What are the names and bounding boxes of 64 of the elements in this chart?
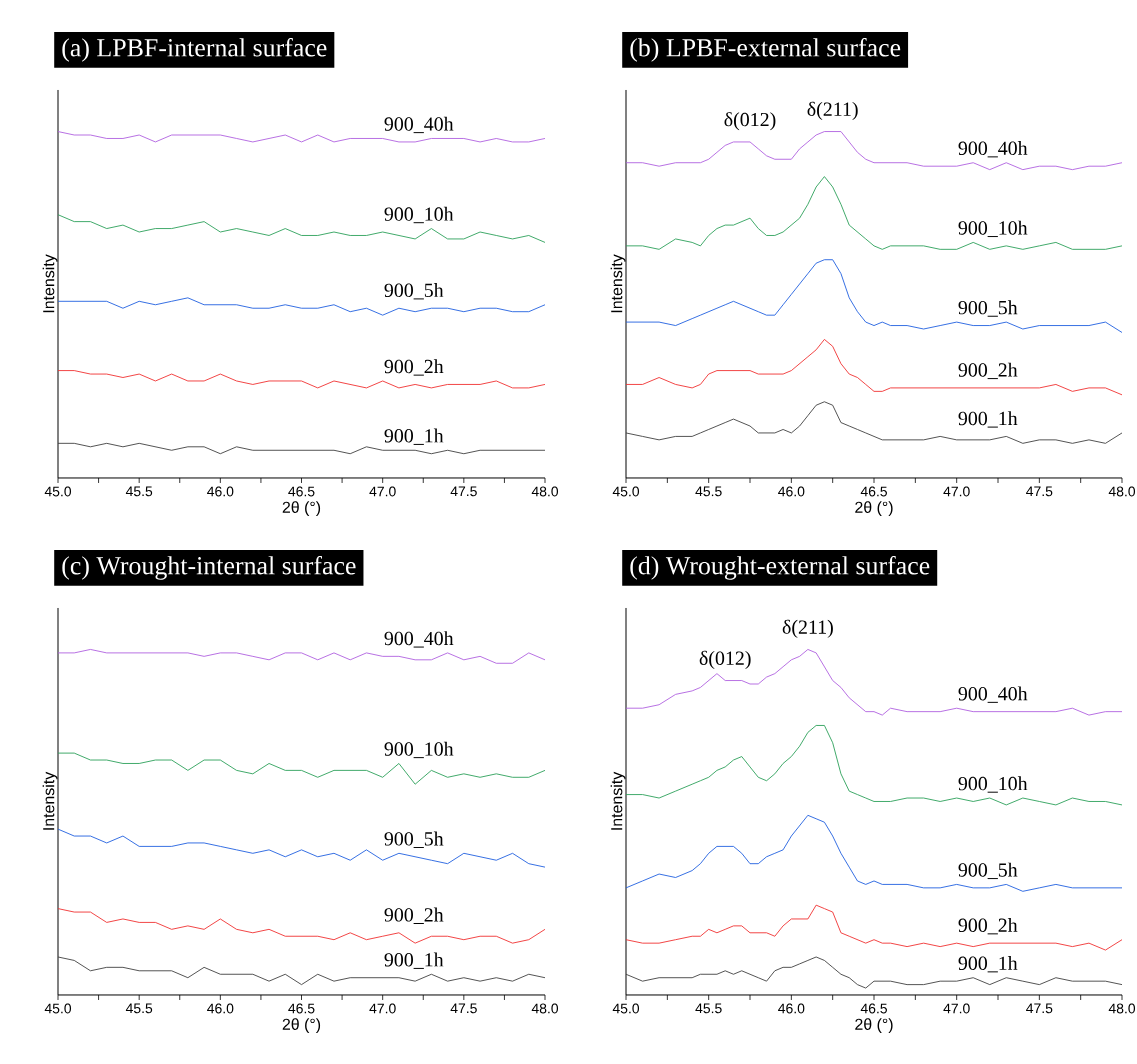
series-label: 900_1h xyxy=(958,411,1018,428)
y-axis-title: Intensity xyxy=(42,254,58,313)
y-axis-title: Intensity xyxy=(610,254,626,313)
series-label: 900_5h xyxy=(958,862,1018,880)
series-label: 900_40h xyxy=(958,686,1028,703)
x-tick-label: 47.5 xyxy=(1026,1003,1053,1014)
x-tick-label: 45.5 xyxy=(125,1003,153,1014)
annotation: δ(211) xyxy=(807,101,858,120)
chart-title: (b) LPBF-external surface xyxy=(630,38,901,62)
x-tick-label: 47.0 xyxy=(369,486,396,497)
x-tick-label: 45.0 xyxy=(612,486,640,497)
x-tick-label: 47.5 xyxy=(1026,486,1053,497)
annotation: δ(012) xyxy=(724,112,776,131)
x-tick-label: 46.0 xyxy=(778,486,805,497)
annotation: δ(012) xyxy=(699,650,751,669)
series-label: 900_1h xyxy=(958,955,1018,973)
x-tick-label: 47.0 xyxy=(943,486,970,497)
chart-title: (d) Wrought-external surface xyxy=(630,555,930,580)
series-label: 900_2h xyxy=(384,907,444,924)
series-label: 900_5h xyxy=(384,831,444,848)
x-tick-label: 46.5 xyxy=(860,1003,887,1014)
x-tick-label: 45.0 xyxy=(44,486,72,497)
x-tick-label: 46.5 xyxy=(860,486,887,497)
x-tick-label: 46.0 xyxy=(207,1003,234,1014)
y-axis-title: Intensity xyxy=(610,771,626,830)
x-tick-label: 46.0 xyxy=(207,486,234,497)
x-tick-label: 47.5 xyxy=(450,1003,477,1014)
x-tick-label: 46.0 xyxy=(778,1003,805,1014)
x-axis-title: 2θ (°) xyxy=(282,1018,321,1034)
series-label: 900_5h xyxy=(958,300,1018,317)
series-label: 900_10h xyxy=(958,220,1028,238)
x-tick-label: 47.0 xyxy=(943,1003,970,1014)
series-label: 900_1h xyxy=(384,952,444,969)
x-tick-label: 47.5 xyxy=(450,486,477,497)
series-label: 900_40h xyxy=(958,140,1028,158)
x-tick-label: 45.5 xyxy=(125,486,153,497)
annotation: δ(211) xyxy=(782,619,833,638)
x-axis-title: 2θ (°) xyxy=(282,501,321,517)
x-tick-label: 45.5 xyxy=(695,486,722,497)
x-tick-label: 46.5 xyxy=(288,1003,315,1014)
x-tick-label: 47.0 xyxy=(369,1003,396,1014)
series-label: 900_40h xyxy=(384,631,454,648)
x-tick-label: 48.0 xyxy=(1108,486,1136,497)
x-tick-label: 45.0 xyxy=(44,1003,72,1014)
series-label: 900_2h xyxy=(958,362,1018,380)
x-tick-label: 46.5 xyxy=(288,486,315,497)
series-label: 900_5h xyxy=(384,283,444,300)
series-label: 900_10h xyxy=(958,776,1028,793)
x-tick-label: 45.0 xyxy=(612,1003,640,1014)
x-axis-title: 2θ (°) xyxy=(855,501,893,517)
x-tick-label: 48.0 xyxy=(531,1003,559,1014)
series-label: 900_10h xyxy=(384,206,454,224)
series-label: 900_2h xyxy=(384,359,444,376)
x-tick-label: 45.5 xyxy=(695,1003,722,1014)
series-label: 900_2h xyxy=(958,917,1018,935)
x-tick-label: 48.0 xyxy=(531,486,559,497)
chart-title: (a) LPBF-internal surface xyxy=(62,38,327,62)
y-axis-title: Intensity xyxy=(42,771,58,830)
x-axis-title: 2θ (°) xyxy=(855,1018,893,1034)
series-label: 900_1h xyxy=(384,428,444,445)
chart-title: (c) Wrought-internal surface xyxy=(62,555,356,580)
series-label: 900_40h xyxy=(384,116,454,134)
series-label: 900_10h xyxy=(384,741,454,759)
x-tick-label: 48.0 xyxy=(1108,1003,1136,1014)
